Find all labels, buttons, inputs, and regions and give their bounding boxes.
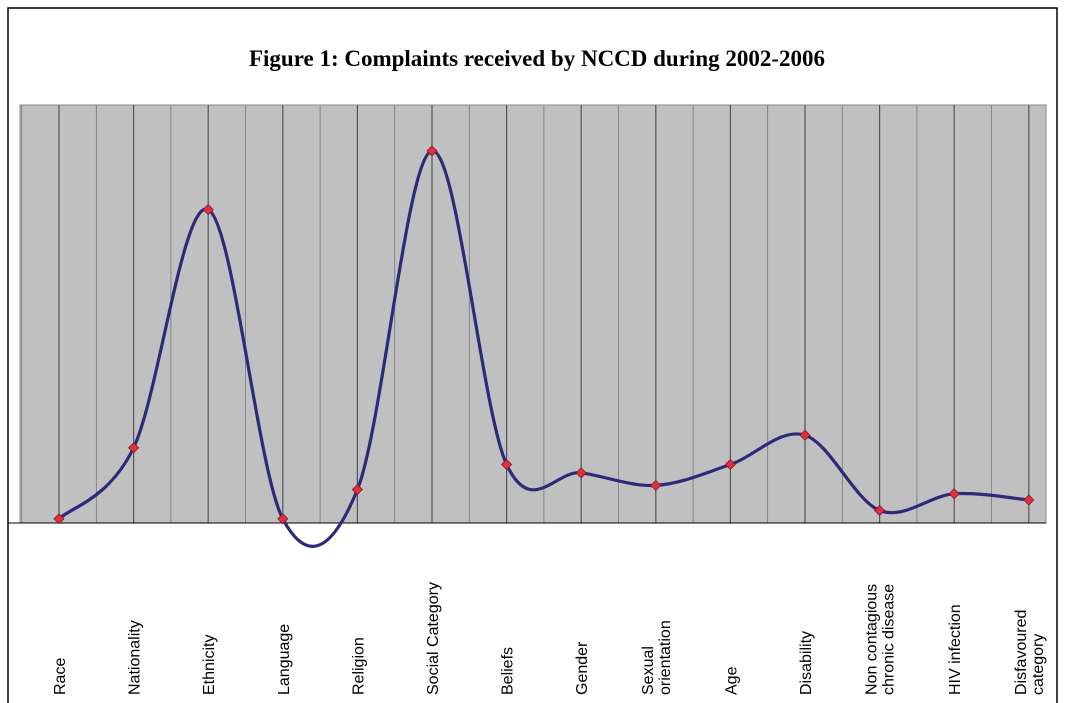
x-tick-label: Non contagiouschronic disease [864,584,898,695]
x-tick-label: Social Category [425,582,442,695]
marker [575,467,587,479]
x-tick-label: Nationality [127,620,144,695]
x-tick-label: HIV infection [947,604,964,695]
x-tick-label: Age [723,666,740,695]
marker [874,504,886,517]
x-tick-label: Religion [350,637,367,695]
x-tick-label: Ethnicity [201,635,218,695]
marker [53,513,65,525]
x-tick-label: Race [52,658,69,695]
marker [501,458,513,471]
x-tick-label: Disfavouredcategory [1013,610,1047,695]
marker [650,479,662,491]
x-tick-label: Language [276,624,293,695]
plot-area [19,104,1047,524]
marker [799,429,811,441]
chart-title: Figure 1: Complaints received by NCCD du… [249,46,825,71]
marker [426,145,438,157]
marker [202,203,214,216]
marker [128,442,140,454]
marker [724,458,736,471]
marker [277,513,289,525]
marker [1023,494,1035,506]
marker [351,483,363,496]
x-tick-label: Beliefs [500,647,517,695]
x-tick-label: Gender [574,641,591,695]
marker [948,488,960,500]
x-tick-label: Sexualorientation [640,620,674,695]
x-tick-label: Disability [798,631,815,695]
